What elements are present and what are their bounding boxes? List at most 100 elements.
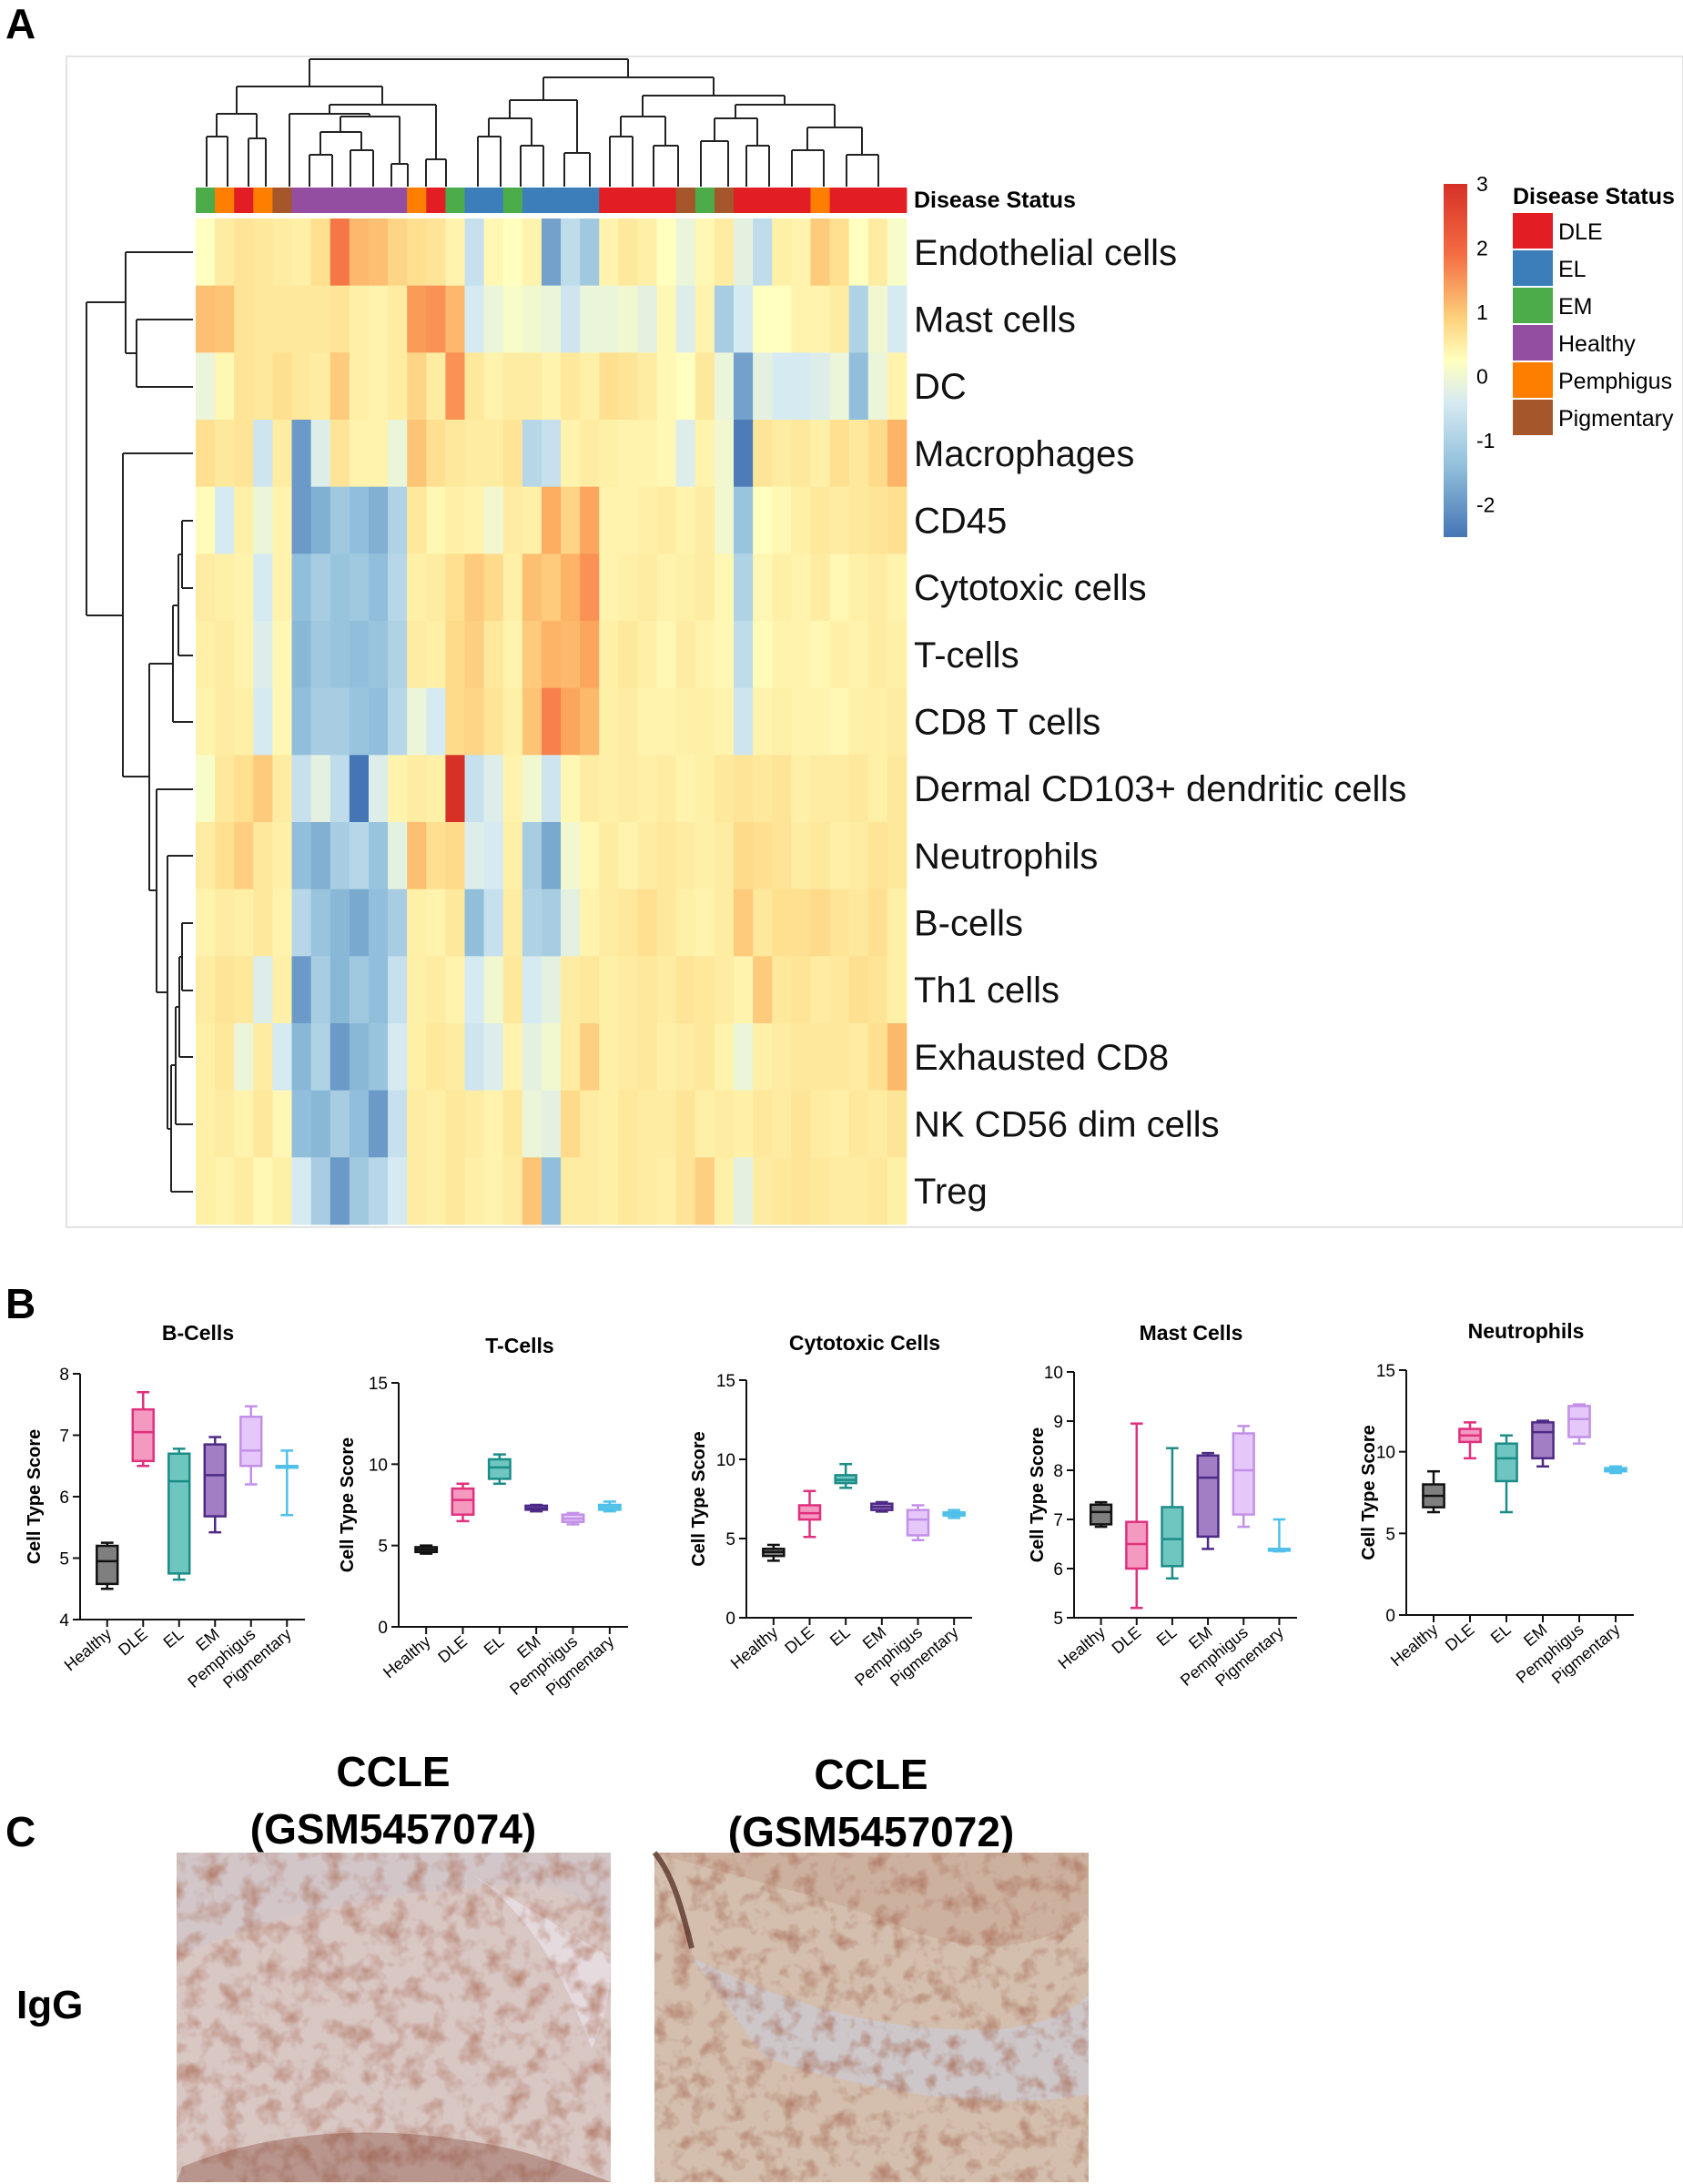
heatmap-cell: [791, 486, 811, 554]
heatmap-cell: [694, 554, 715, 622]
annotation-cell: [656, 188, 677, 213]
heatmap-cell: [734, 1090, 754, 1158]
y-tick-label: 8: [1053, 1462, 1063, 1481]
heatmap-cell: [714, 755, 735, 823]
heatmap-cell: [599, 822, 619, 890]
heatmap-cell: [522, 1023, 542, 1092]
legend-entry: EL: [1558, 257, 1587, 282]
heatmap-cell: [675, 1023, 696, 1092]
heatmap-cell: [656, 822, 677, 890]
heatmap-cell: [753, 554, 773, 622]
heatmap-cell: [791, 1090, 811, 1158]
box-dle: [1125, 1422, 1149, 1610]
heatmap-cell: [656, 956, 677, 1024]
heatmap-cell: [637, 554, 657, 622]
box-el: [167, 1448, 191, 1581]
heatmap-cell: [502, 218, 523, 287]
heatmap-cell: [426, 486, 446, 554]
heatmap-cell: [253, 1090, 273, 1158]
heatmap-cell: [541, 956, 562, 1024]
row-label-igg: IgG: [16, 1983, 83, 2027]
heatmap-cell: [867, 889, 888, 957]
y-tick-label: 9: [1053, 1413, 1063, 1432]
heatmap-cell: [829, 420, 850, 488]
heatmap-cell: [618, 486, 638, 554]
heatmap-cell: [656, 1023, 677, 1092]
heatmap-cell: [599, 554, 619, 622]
heatmap-cell: [810, 687, 830, 756]
box-iqr: [1531, 1421, 1555, 1460]
heatmap-cell: [426, 218, 446, 287]
heatmap-cell: [637, 1090, 657, 1158]
box-em: [870, 1500, 894, 1513]
heatmap-row-label: T-cells: [914, 635, 1019, 676]
x-tick-label: Healthy: [1055, 1623, 1110, 1673]
colorbar-tick: 1: [1476, 300, 1488, 324]
heatmap-cell: [887, 1090, 907, 1158]
heatmap-cell: [407, 218, 427, 287]
heatmap-cell: [675, 1090, 696, 1158]
heatmap-cell: [734, 486, 754, 554]
heatmap-cell: [637, 621, 657, 689]
heatmap-cell: [618, 822, 638, 890]
box-el: [487, 1453, 512, 1486]
heatmap-cell: [656, 755, 677, 823]
heatmap-cell: [561, 621, 581, 689]
heatmap-cell: [867, 1090, 888, 1158]
heatmap-cell: [368, 687, 389, 756]
heatmap-cell: [618, 1023, 638, 1092]
box-dle: [1458, 1421, 1482, 1460]
heatmap-cell: [637, 486, 657, 554]
heatmap-cell: [310, 1090, 331, 1158]
heatmap-cell: [829, 889, 850, 957]
heatmap-cell: [330, 956, 350, 1024]
heatmap-cell: [599, 621, 619, 689]
legend-entry: DLE: [1558, 219, 1603, 245]
heatmap-cell: [234, 352, 254, 421]
heatmap-cell: [694, 687, 715, 756]
heatmap-cell: [272, 621, 292, 689]
heatmap-cell: [407, 554, 427, 622]
heatmap-cell: [772, 889, 792, 957]
heatmap-cell: [522, 822, 542, 890]
box-pemphigus: [239, 1405, 263, 1486]
heatmap-cell: [791, 352, 811, 421]
heatmap-cell: [675, 420, 696, 488]
heatmap-cell: [464, 218, 485, 287]
heatmap-cell: [291, 1090, 312, 1158]
heatmap-cell: [349, 420, 370, 488]
heatmap-cell: [483, 486, 504, 554]
annotation-cell: [599, 188, 619, 213]
heatmap-cell: [714, 956, 735, 1024]
heatmap-cell: [388, 486, 408, 554]
annotation-cell: [810, 188, 830, 213]
heatmap-row-label: Th1 cells: [914, 970, 1059, 1011]
box-iqr: [1161, 1506, 1184, 1568]
heatmap-cell: [829, 1157, 850, 1225]
heatmap-cell: [426, 285, 446, 353]
heatmap-cell: [772, 822, 792, 890]
heatmap-cell: [445, 218, 465, 287]
heatmap-cell: [541, 755, 562, 823]
heatmap-cell: [196, 1157, 216, 1225]
heatmap-cell: [349, 889, 370, 957]
box-pemphigus: [561, 1511, 585, 1526]
heatmap-cell: [445, 621, 465, 689]
heatmap-cell: [867, 755, 888, 823]
heatmap-cell: [310, 755, 331, 823]
legend-title: Disease Status: [1513, 184, 1675, 209]
heatmap-cell: [848, 1023, 869, 1092]
heatmap-cell: [561, 956, 581, 1024]
heatmap-cell: [753, 285, 773, 353]
heatmap-cell: [541, 352, 562, 421]
heatmap-cell: [483, 956, 504, 1024]
heatmap-cell: [694, 956, 715, 1024]
heatmap-cell: [561, 755, 581, 823]
heatmap-cell: [734, 218, 754, 287]
heatmap-row-label: CD45: [914, 502, 1007, 542]
heatmap-cell: [599, 956, 619, 1024]
heatmap-cell: [541, 420, 562, 488]
heatmap-cell: [753, 1157, 773, 1225]
y-tick-label: 15: [369, 1375, 388, 1394]
heatmap-cell: [426, 352, 446, 421]
